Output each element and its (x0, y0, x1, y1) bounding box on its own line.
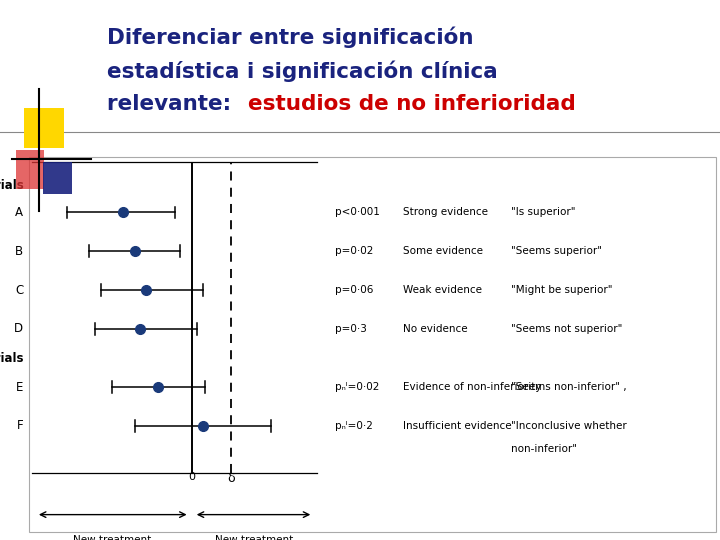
Text: p=0·3: p=0·3 (335, 324, 366, 334)
Text: p<0·001: p<0·001 (335, 207, 379, 218)
Text: "Inconclusive whether: "Inconclusive whether (511, 421, 627, 431)
Text: New treatment
worse: New treatment worse (215, 535, 293, 540)
Text: D: D (14, 322, 23, 335)
Text: non-inferior": non-inferior" (511, 443, 577, 454)
Text: p=0·06: p=0·06 (335, 285, 373, 295)
Text: pₙᴵ=0·02: pₙᴵ=0·02 (335, 382, 379, 392)
Text: Superiority trials: Superiority trials (0, 179, 23, 192)
Text: Strong evidence: Strong evidence (403, 207, 488, 218)
Text: "Seems not superior": "Seems not superior" (511, 324, 623, 334)
Text: δ: δ (228, 472, 235, 485)
Text: No evidence: No evidence (403, 324, 468, 334)
Text: "Seems superior": "Seems superior" (511, 246, 602, 256)
Text: C: C (15, 284, 23, 296)
Text: E: E (16, 381, 23, 394)
Text: p=0·02: p=0·02 (335, 246, 373, 256)
Text: "Might be superior": "Might be superior" (511, 285, 613, 295)
Text: Some evidence: Some evidence (403, 246, 483, 256)
FancyBboxPatch shape (43, 162, 72, 194)
Text: estadística i significación clínica: estadística i significación clínica (107, 60, 498, 82)
Text: A: A (15, 206, 23, 219)
Text: F: F (17, 420, 23, 433)
Text: 0: 0 (188, 472, 195, 483)
Text: pₙᴵ=0·2: pₙᴵ=0·2 (335, 421, 373, 431)
Text: Insufficient evidence: Insufficient evidence (403, 421, 512, 431)
Text: Weak evidence: Weak evidence (403, 285, 482, 295)
Text: estudios de no inferioridad: estudios de no inferioridad (248, 94, 576, 114)
Text: Evidence of non-inferiority: Evidence of non-inferiority (403, 382, 541, 392)
Text: New treatment
better: New treatment better (73, 535, 151, 540)
Text: Non-inferiority trials: Non-inferiority trials (0, 352, 23, 365)
FancyBboxPatch shape (24, 108, 64, 148)
Text: B: B (15, 245, 23, 258)
Text: "Seems non-inferior" ,: "Seems non-inferior" , (511, 382, 627, 392)
Text: relevante:: relevante: (107, 94, 238, 114)
FancyBboxPatch shape (16, 150, 45, 189)
Text: Diferenciar entre significación: Diferenciar entre significación (107, 27, 473, 49)
Text: "Is superior": "Is superior" (511, 207, 576, 218)
